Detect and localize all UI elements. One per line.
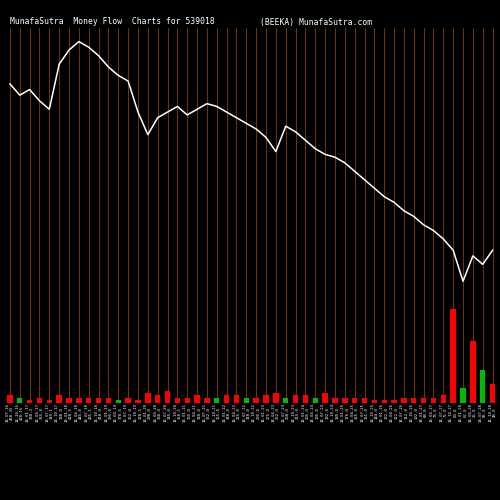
Bar: [372, 400, 377, 402]
Bar: [322, 393, 328, 402]
Bar: [116, 400, 121, 402]
Bar: [332, 398, 338, 402]
Bar: [362, 398, 367, 402]
Bar: [244, 398, 249, 402]
Bar: [342, 398, 347, 402]
Bar: [421, 398, 426, 402]
Bar: [194, 396, 200, 402]
Bar: [234, 396, 239, 402]
Bar: [155, 396, 160, 402]
Bar: [283, 398, 288, 402]
Bar: [27, 400, 32, 402]
Bar: [480, 370, 486, 402]
Bar: [7, 396, 12, 402]
Bar: [302, 396, 308, 402]
Bar: [165, 391, 170, 402]
Bar: [431, 398, 436, 402]
Bar: [293, 396, 298, 402]
Bar: [382, 400, 387, 402]
Bar: [411, 398, 416, 402]
Bar: [17, 398, 22, 402]
Bar: [37, 398, 42, 402]
Bar: [224, 396, 230, 402]
Bar: [136, 400, 140, 402]
Bar: [401, 398, 406, 402]
Bar: [66, 398, 71, 402]
Bar: [76, 398, 82, 402]
Bar: [264, 396, 268, 402]
Bar: [490, 384, 496, 402]
Bar: [352, 398, 358, 402]
Bar: [46, 400, 52, 402]
Bar: [86, 398, 92, 402]
Bar: [214, 398, 220, 402]
Bar: [145, 393, 150, 402]
Bar: [106, 398, 111, 402]
Bar: [460, 388, 466, 402]
Bar: [204, 398, 210, 402]
Bar: [392, 400, 397, 402]
Bar: [254, 398, 259, 402]
Bar: [56, 396, 62, 402]
Bar: [312, 398, 318, 402]
Bar: [184, 398, 190, 402]
Bar: [440, 396, 446, 402]
Bar: [470, 342, 476, 402]
Text: MunafaSutra  Money Flow  Charts for 539018: MunafaSutra Money Flow Charts for 539018: [10, 18, 215, 26]
Bar: [450, 308, 456, 402]
Bar: [126, 398, 131, 402]
Bar: [96, 398, 102, 402]
Bar: [174, 398, 180, 402]
Text: (BEEKA) MunafaSutra.com: (BEEKA) MunafaSutra.com: [260, 18, 372, 26]
Bar: [273, 393, 278, 402]
